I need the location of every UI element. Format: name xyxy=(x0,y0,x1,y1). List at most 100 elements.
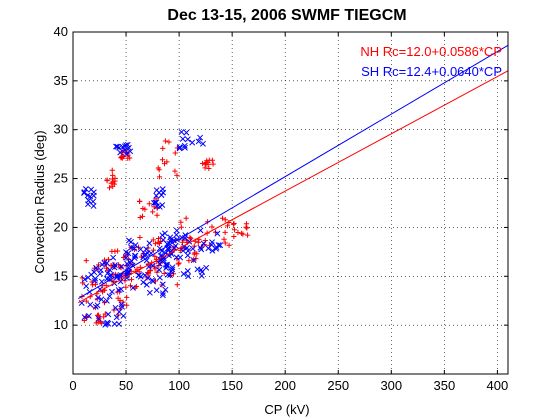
data-point-sh xyxy=(95,315,102,322)
data-point-nh xyxy=(123,284,129,290)
data-point-sh xyxy=(85,312,92,319)
data-point-sh xyxy=(150,278,156,285)
data-point-nh xyxy=(95,312,102,318)
data-point-sh xyxy=(143,257,150,264)
data-point-sh xyxy=(159,202,166,208)
data-point-nh xyxy=(162,138,168,144)
y-tick-label: 25 xyxy=(54,171,68,186)
data-point-sh xyxy=(173,231,180,238)
data-point-nh xyxy=(104,178,110,184)
data-point-sh xyxy=(146,289,153,296)
data-point-nh xyxy=(124,302,130,308)
data-point-sh xyxy=(163,265,170,272)
x-tick-label: 400 xyxy=(487,378,509,393)
plot-frame xyxy=(72,31,509,375)
data-point-sh xyxy=(184,244,190,251)
data-point-sh xyxy=(93,264,100,271)
data-point-sh xyxy=(129,284,136,291)
data-point-nh xyxy=(176,260,182,266)
data-point-nh xyxy=(137,198,143,205)
data-point-nh xyxy=(115,295,121,301)
data-point-nh xyxy=(199,160,206,167)
data-point-nh xyxy=(146,201,152,207)
data-point-nh xyxy=(150,209,156,215)
data-point-sh xyxy=(111,264,118,271)
data-point-sh xyxy=(199,269,206,275)
data-point-nh xyxy=(81,317,87,324)
y-tick-label: 15 xyxy=(54,268,68,283)
data-point-sh xyxy=(197,134,204,141)
data-point-nh xyxy=(152,253,158,260)
fit-lines xyxy=(78,44,509,304)
data-point-nh xyxy=(204,158,210,164)
data-point-sh xyxy=(153,287,160,294)
data-point-sh xyxy=(168,268,175,275)
y-tick-label: 35 xyxy=(54,73,68,88)
data-point-nh xyxy=(112,175,118,181)
data-point-nh xyxy=(178,224,184,230)
data-point-nh xyxy=(102,311,108,317)
data-point-sh xyxy=(153,199,160,206)
data-point-sh xyxy=(156,245,163,252)
data-point-nh xyxy=(244,232,251,238)
data-point-nh xyxy=(166,139,172,145)
data-point-sh xyxy=(179,135,186,142)
data-point-nh xyxy=(154,212,160,218)
data-point-sh xyxy=(125,264,132,271)
data-point-sh xyxy=(103,320,110,327)
x-tick-label: 350 xyxy=(433,378,455,393)
data-point-sh xyxy=(136,272,143,279)
data-point-sh xyxy=(164,261,171,268)
data-point-sh xyxy=(156,274,163,281)
data-point-sh xyxy=(208,241,215,248)
data-point-nh xyxy=(137,234,143,241)
data-point-sh xyxy=(197,227,204,234)
data-point-sh xyxy=(200,240,207,247)
data-point-nh xyxy=(210,161,216,167)
data-point-sh xyxy=(105,311,112,318)
data-point-sh xyxy=(131,252,138,259)
data-point-sh xyxy=(152,199,159,206)
data-point-nh xyxy=(219,215,226,221)
data-point-sh xyxy=(137,246,144,253)
data-point-nh xyxy=(222,229,228,236)
data-point-sh xyxy=(213,244,220,251)
data-point-sh xyxy=(132,242,139,249)
data-point-sh xyxy=(91,277,98,284)
data-point-sh xyxy=(110,254,117,261)
data-point-nh xyxy=(127,155,133,161)
data-point-sh xyxy=(81,314,88,321)
data-point-nh xyxy=(174,172,180,178)
data-point-sh xyxy=(128,244,135,251)
data-point-sh xyxy=(189,245,196,252)
data-point-nh xyxy=(222,217,228,223)
data-point-sh xyxy=(83,283,90,290)
data-point-sh xyxy=(127,148,134,155)
data-point-sh xyxy=(90,192,97,199)
data-point-nh xyxy=(175,261,181,267)
data-point-nh xyxy=(110,172,116,178)
data-point-sh xyxy=(106,293,113,300)
data-point-sh xyxy=(118,263,125,270)
data-point-sh xyxy=(161,230,168,237)
data-point-nh xyxy=(150,237,156,243)
data-point-nh xyxy=(224,223,231,229)
data-point-nh xyxy=(92,281,99,287)
data-point-nh xyxy=(230,221,237,227)
data-point-sh xyxy=(140,279,147,286)
data-point-nh xyxy=(159,157,166,163)
data-point-nh xyxy=(187,234,193,241)
data-point-sh xyxy=(184,252,191,259)
data-point-nh xyxy=(152,241,158,247)
data-point-nh xyxy=(109,248,115,255)
data-point-sh xyxy=(121,147,128,153)
data-point-nh xyxy=(174,282,180,288)
data-point-nh xyxy=(128,277,135,283)
data-point-sh xyxy=(98,296,105,303)
data-point-sh xyxy=(195,138,202,145)
data-point-sh xyxy=(92,303,99,310)
legend: NH Rc=12.0+0.0586*CP SH Rc=12.4+0.0640*CP xyxy=(360,44,502,79)
data-point-sh xyxy=(190,257,197,264)
data-point-sh xyxy=(113,143,119,150)
